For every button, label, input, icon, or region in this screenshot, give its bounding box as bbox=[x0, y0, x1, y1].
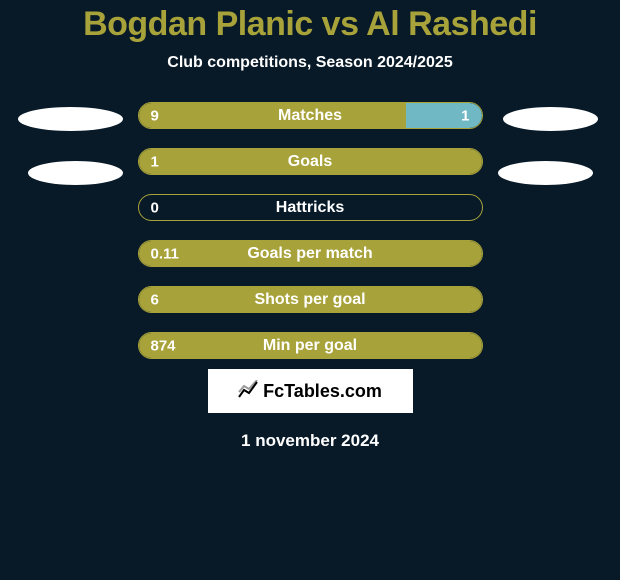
page-title: Bogdan Planic vs Al Rashedi bbox=[83, 5, 537, 44]
ellipse-icon bbox=[498, 161, 593, 185]
chart-icon bbox=[238, 380, 258, 403]
bar-label: Matches bbox=[278, 107, 342, 125]
ellipse-icon bbox=[503, 107, 598, 131]
stats-area: 9 1 Matches 1 Goals 0 Hattricks 0.11 Goals per m… bbox=[0, 102, 620, 359]
bar-label: Min per goal bbox=[263, 337, 357, 355]
bar-label: Goals bbox=[288, 153, 332, 171]
stat-bar: 1 Goals bbox=[138, 148, 483, 175]
logo-text: FcTables.com bbox=[263, 381, 382, 402]
stat-bar: 0 Hattricks bbox=[138, 194, 483, 221]
comparison-infographic: Bogdan Planic vs Al Rashedi Club competi… bbox=[0, 0, 620, 580]
bar-left-value: 1 bbox=[151, 153, 159, 170]
bar-label: Hattricks bbox=[276, 199, 344, 217]
stat-bar: 6 Shots per goal bbox=[138, 286, 483, 313]
bar-label: Goals per match bbox=[247, 245, 372, 263]
bar-left-value: 874 bbox=[151, 337, 176, 354]
player-mark bbox=[493, 161, 603, 185]
source-logo: FcTables.com bbox=[208, 369, 413, 413]
left-player-marks bbox=[18, 102, 128, 359]
bar-left-value: 0 bbox=[151, 199, 159, 216]
bar-left-value: 6 bbox=[151, 291, 159, 308]
right-player-marks bbox=[493, 102, 603, 359]
player-mark bbox=[18, 161, 128, 185]
bar-right-fill bbox=[406, 103, 481, 128]
ellipse-icon bbox=[18, 107, 123, 131]
bar-left-value: 9 bbox=[151, 107, 159, 124]
stat-bars: 9 1 Matches 1 Goals 0 Hattricks 0.11 Goals per m… bbox=[138, 102, 483, 359]
bar-right-value: 1 bbox=[461, 107, 469, 124]
player-mark bbox=[493, 107, 603, 131]
footer-date: 1 november 2024 bbox=[241, 431, 379, 451]
bar-label: Shots per goal bbox=[254, 291, 365, 309]
stat-bar: 9 1 Matches bbox=[138, 102, 483, 129]
bar-left-value: 0.11 bbox=[151, 245, 179, 262]
bar-left-fill bbox=[139, 103, 407, 128]
page-subtitle: Club competitions, Season 2024/2025 bbox=[167, 54, 452, 72]
stat-bar: 874 Min per goal bbox=[138, 332, 483, 359]
player-mark bbox=[18, 107, 128, 131]
stat-bar: 0.11 Goals per match bbox=[138, 240, 483, 267]
ellipse-icon bbox=[28, 161, 123, 185]
